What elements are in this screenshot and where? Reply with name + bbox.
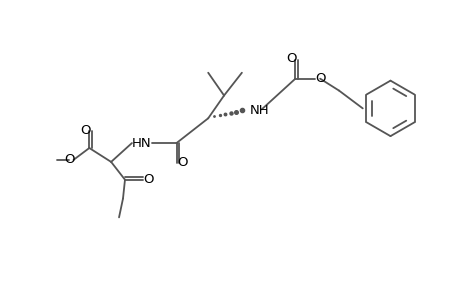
- Text: O: O: [80, 124, 90, 137]
- Text: O: O: [177, 156, 187, 170]
- Text: NH: NH: [249, 104, 269, 117]
- Text: O: O: [143, 173, 154, 186]
- Text: O: O: [285, 52, 296, 65]
- Text: HN: HN: [132, 136, 151, 150]
- Text: O: O: [314, 72, 325, 85]
- Text: O: O: [64, 153, 74, 167]
